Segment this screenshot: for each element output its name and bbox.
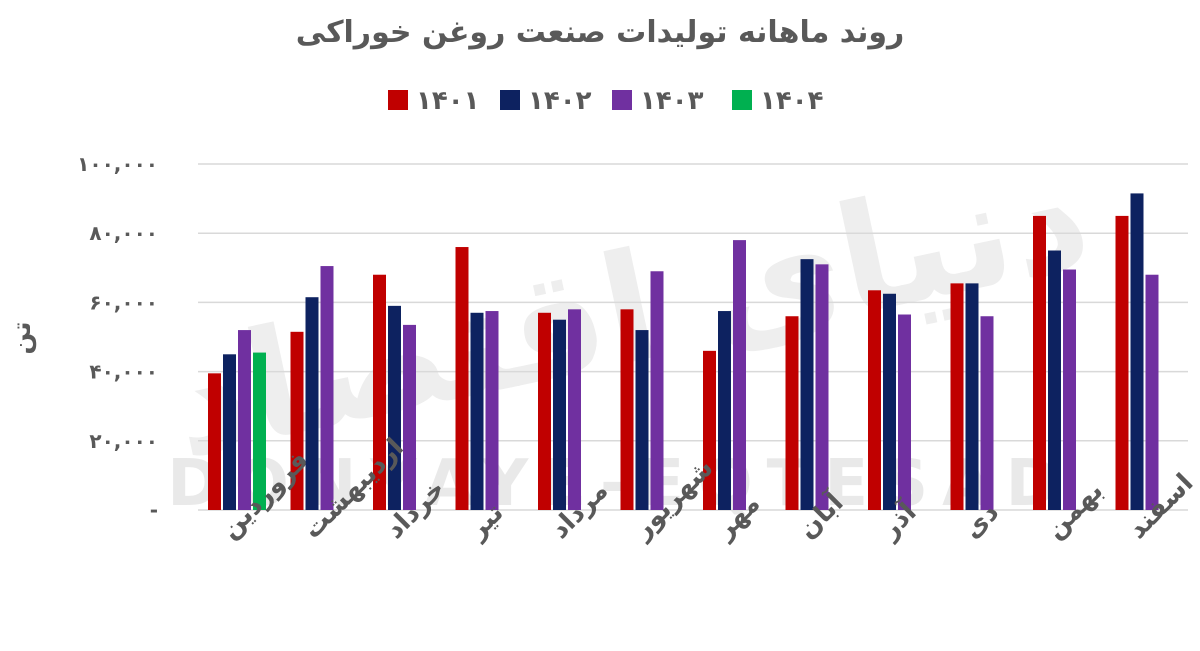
legend-swatch	[732, 90, 752, 110]
bar	[868, 290, 881, 510]
bar	[1115, 215, 1129, 510]
bar	[950, 283, 964, 510]
y-tick-label: ۲۰,۰۰۰	[89, 429, 158, 453]
bar	[1145, 274, 1159, 510]
bar	[403, 324, 416, 510]
bar	[223, 354, 236, 510]
bar-group	[1033, 215, 1076, 510]
y-tick-label: ۱۰۰,۰۰۰	[77, 152, 158, 176]
legend-swatch	[612, 90, 632, 110]
bar	[965, 283, 979, 510]
bar-group	[868, 290, 911, 510]
bar	[883, 293, 896, 510]
bar-group	[208, 330, 266, 510]
bar-group	[1115, 193, 1159, 510]
bar	[553, 319, 566, 510]
legend-label: ۱۴۰۱	[416, 86, 479, 116]
legend-item: ۱۴۰۳	[612, 86, 704, 116]
legend-item: ۱۴۰۱	[388, 86, 479, 116]
y-tick-label: ۸۰,۰۰۰	[89, 221, 158, 245]
bar	[785, 316, 799, 510]
bar	[620, 309, 634, 510]
legend-swatch	[500, 90, 520, 110]
bar	[1033, 215, 1046, 510]
bar	[253, 352, 266, 510]
legend: ۱۴۰۱ ۱۴۰۲ ۱۴۰۳ ۱۴۰۴	[388, 86, 823, 116]
y-tick-label: -	[150, 498, 158, 522]
gridlines	[198, 163, 1188, 511]
bar-group	[785, 259, 829, 510]
bar	[238, 330, 251, 510]
bar	[980, 316, 994, 510]
y-axis: - ۲۰,۰۰۰ ۴۰,۰۰۰ ۶۰,۰۰۰ ۸۰,۰۰۰ ۱۰۰,۰۰۰	[77, 152, 158, 522]
bar	[718, 311, 731, 510]
bar-group	[950, 283, 994, 510]
bar	[898, 314, 911, 510]
bar	[305, 297, 319, 510]
bar	[320, 266, 334, 510]
y-tick-label: ۴۰,۰۰۰	[89, 360, 158, 384]
legend-label: ۱۴۰۳	[640, 86, 704, 116]
bar-group	[620, 271, 664, 510]
bar	[1130, 193, 1144, 510]
y-tick-label: ۶۰,۰۰۰	[89, 290, 158, 314]
bar-group	[290, 266, 334, 510]
bar-group	[373, 274, 416, 510]
bar	[485, 311, 499, 510]
bars	[208, 193, 1159, 511]
bar	[208, 373, 221, 510]
bar	[470, 312, 484, 510]
bar	[373, 274, 386, 510]
bar	[650, 271, 664, 510]
bar	[733, 240, 746, 510]
bar	[455, 247, 469, 511]
legend-swatch	[388, 90, 408, 110]
legend-label: ۱۴۰۲	[528, 86, 592, 116]
bar	[538, 312, 551, 510]
bar	[290, 331, 304, 510]
bar	[815, 264, 829, 510]
bar	[703, 350, 716, 510]
bar	[635, 330, 649, 510]
legend-label: ۱۴۰۴	[760, 86, 823, 116]
legend-item: ۱۴۰۲	[500, 86, 592, 116]
bar	[388, 305, 401, 510]
legend-item: ۱۴۰۴	[732, 86, 823, 116]
bar-group	[538, 309, 581, 510]
chart-title: روند ماهانه تولیدات صنعت روغن خوراکی	[296, 15, 905, 50]
y-axis-label: تن	[7, 321, 37, 354]
bar	[1063, 269, 1076, 510]
bar-group	[703, 240, 746, 510]
bar	[568, 309, 581, 510]
bar-group	[455, 247, 499, 511]
bar	[800, 259, 814, 510]
bar	[1048, 250, 1061, 510]
